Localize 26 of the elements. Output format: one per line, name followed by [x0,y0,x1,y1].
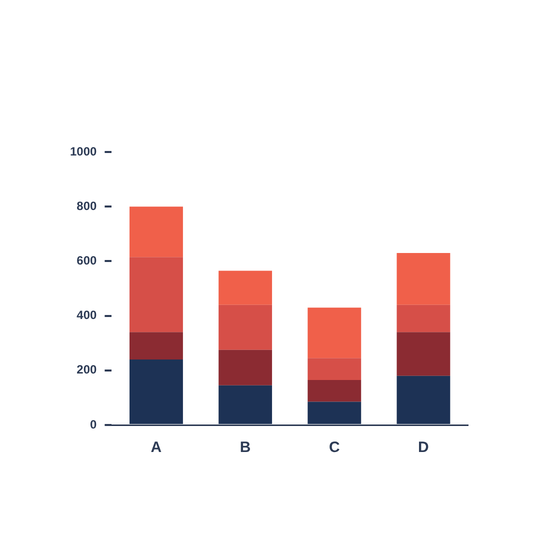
y-tick-label: 200 [76,362,98,377]
bar [130,257,183,332]
y-tick-label: 400 [76,308,98,322]
bar [130,332,183,360]
bar [130,206,183,258]
x-tick-label: A [150,439,162,456]
bar [308,402,362,424]
bar [308,358,362,380]
x-tick-label: B [240,439,251,456]
y-tick-label: 1000 [70,144,98,158]
x-tick-label: D [418,439,430,456]
bar [218,385,272,424]
bar [218,270,272,305]
y-tick-label: 600 [76,254,98,268]
bar [396,304,450,332]
x-tick-label: C [328,439,340,456]
y-tick-label: 800 [76,198,98,213]
bar [308,380,362,402]
bar [218,304,272,350]
bar [308,308,362,358]
bar [396,253,450,305]
bar [218,350,272,386]
y-tick-label: 0 [90,417,98,432]
bar [396,332,450,376]
bar [130,359,183,424]
bar [396,376,450,424]
